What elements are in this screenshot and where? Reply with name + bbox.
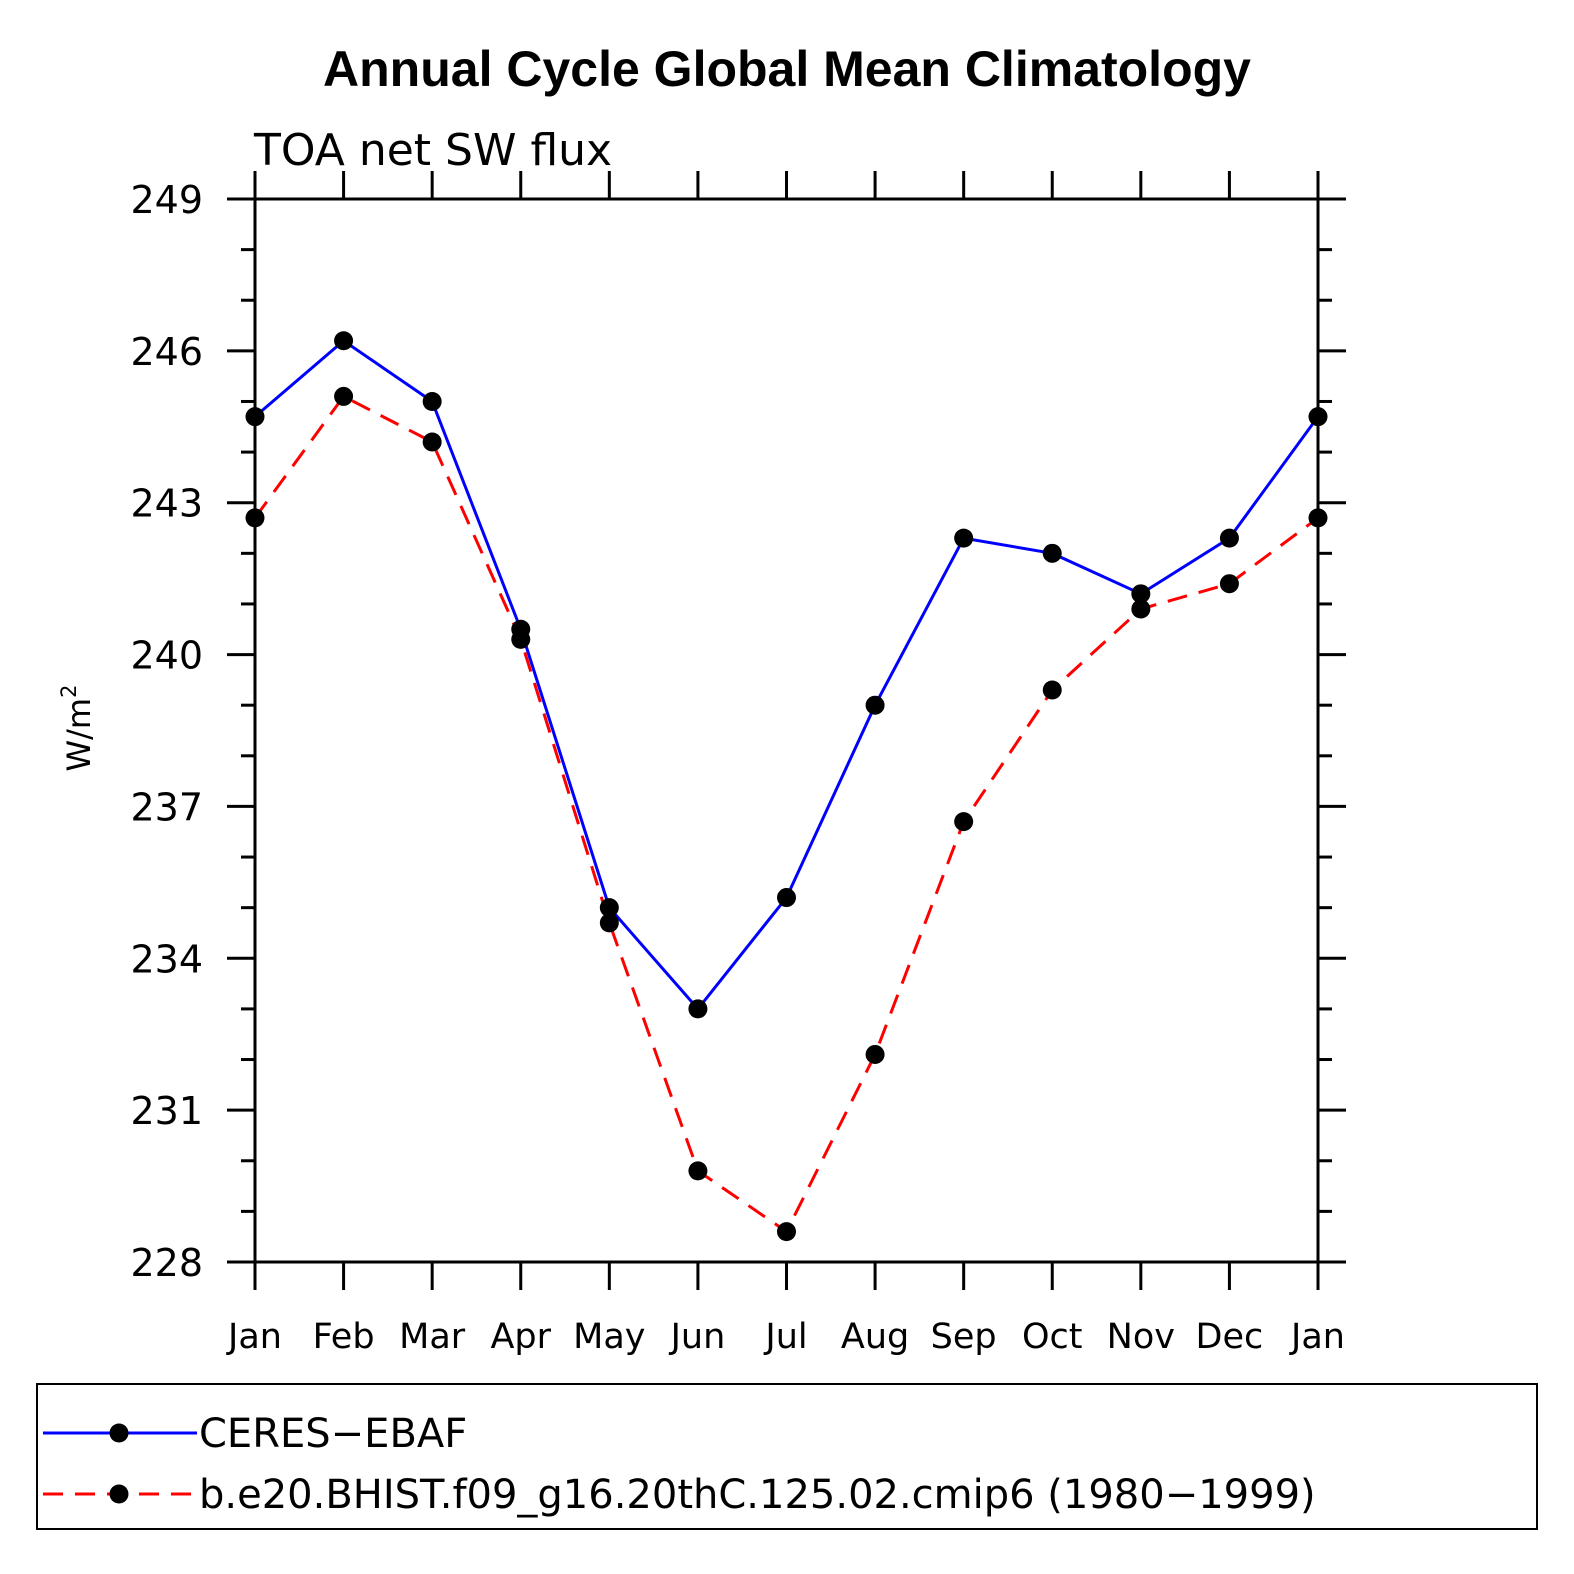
series-layer [245,331,1328,1242]
data-point [599,898,619,918]
series-markers-1 [245,331,1328,1019]
y-tick-label: 243 [130,482,203,526]
series-line [254,338,1320,1012]
x-tick-label: Jun [669,1317,726,1357]
chart-subtitle: TOA net SW flux [253,125,612,176]
axes [253,197,1320,1264]
x-tick-label: Aug [841,1317,909,1357]
y-tick-label: 231 [130,1089,203,1133]
y-tick-label: 237 [130,785,203,829]
data-point [1042,543,1062,563]
series-1 [254,338,1320,1012]
data-point [245,508,265,528]
legend-label: CERES−EBAF [199,1411,467,1457]
legend-marker [109,1484,129,1504]
data-point [1219,574,1239,594]
series-line [253,394,1319,1234]
chart-title: Annual Cycle Global Mean Climatology [323,41,1251,97]
y-tick-label: 240 [130,634,203,678]
data-point [1219,528,1239,548]
series-markers-2 [245,386,1328,1242]
data-point [422,432,442,452]
x-tick-label: Jan [226,1317,282,1357]
y-tick-label: 228 [130,1241,203,1285]
x-tick-label: Mar [399,1317,466,1357]
data-point [777,1222,796,1242]
y-axis-label-superscript: 2 [57,685,81,698]
y-tick-label: 234 [130,937,203,981]
x-tick-label: Oct [1022,1317,1083,1357]
data-point [865,695,885,715]
x-axis-ticks: Jan Feb Mar Apr May Jun Jul Aug Sep Oct Nov Dec Jan [226,171,1345,1357]
plot-frame [253,197,1320,1264]
data-point [1308,407,1328,427]
data-point [865,1044,885,1064]
y-tick-label: 246 [130,330,203,374]
data-point [334,331,354,351]
x-tick-label: Dec [1196,1317,1264,1357]
data-point [334,386,354,406]
data-point [1042,680,1062,700]
data-point [954,812,974,832]
y-tick-label: 249 [130,178,203,222]
data-point [245,407,265,427]
x-tick-label: May [573,1317,645,1357]
data-point [1131,584,1151,604]
x-tick-label: Jan [1289,1317,1345,1357]
data-point [511,629,531,649]
data-point [1308,508,1328,528]
data-point [1131,599,1151,619]
data-point [777,888,796,908]
x-tick-label: Feb [313,1317,375,1357]
x-tick-label: Nov [1107,1317,1175,1357]
data-point [688,1161,708,1181]
data-point [599,913,619,933]
legend-box [36,1383,1538,1530]
legend-label: b.e20.BHIST.f09_g16.20thC.125.02.cmip6 (… [199,1472,1316,1518]
legend-marker [109,1423,129,1443]
data-point [422,391,442,411]
y-axis-label: W/m2 [57,685,98,772]
legend: CERES−EBAF b.e20.BHIST.f09_g16.20thC.125.… [43,1411,1316,1518]
x-tick-label: Apr [490,1317,551,1357]
data-point [688,999,708,1019]
x-tick-label: Sep [931,1317,997,1357]
y-axis-ticks: 228 231 234 237 240 243 246 249 [130,178,1346,1285]
series-2 [253,394,1319,1234]
x-tick-label: Jul [763,1317,807,1357]
data-point [954,528,974,548]
y-axis-label-text: W/m [60,698,98,772]
